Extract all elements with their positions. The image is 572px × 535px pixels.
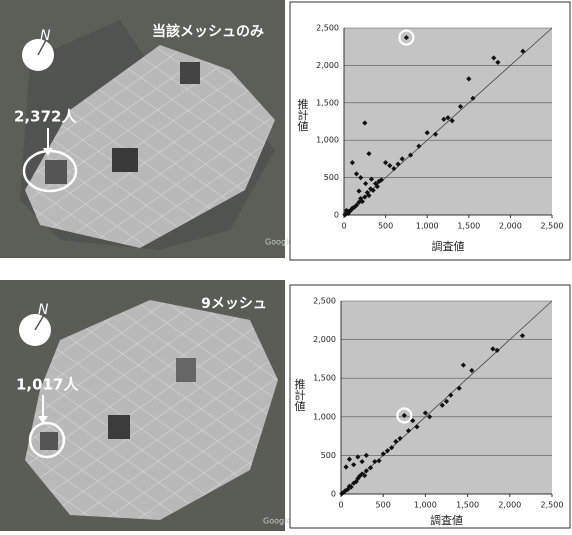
- mesh-bar: [40, 432, 58, 450]
- x-tick-label: 0: [338, 501, 343, 510]
- x-tick-label: 2,000: [499, 222, 522, 231]
- x-tick-label: 1,000: [416, 222, 439, 231]
- mesh-bar: [45, 160, 67, 184]
- x-axis-label: 調査値: [432, 239, 465, 253]
- map-panel: N 当該メッシュのみ 2,372人 Google: [0, 0, 293, 258]
- mesh-bar: [180, 62, 200, 84]
- mesh-bar: [112, 148, 138, 172]
- x-tick-label: 2,500: [541, 222, 564, 231]
- map-panel: N 9メッシュ 1,017人 Google: [0, 280, 291, 531]
- x-tick-label: 2,000: [498, 501, 521, 510]
- x-tick-label: 1,000: [414, 501, 437, 510]
- x-tick-label: 0: [341, 222, 346, 231]
- y-axis-label: 推計値: [293, 377, 306, 412]
- x-axis-label: 調査値: [430, 513, 463, 527]
- x-tick-label: 2,500: [541, 501, 564, 510]
- map-title: 当該メッシュのみ: [152, 23, 264, 40]
- callout: 2,372人: [14, 108, 77, 126]
- map-title: 9メッシュ: [201, 296, 267, 312]
- mesh-bar: [176, 358, 196, 382]
- y-tick-label: 2,500: [313, 297, 336, 306]
- north-label: N: [38, 302, 49, 318]
- y-tick-label: 1,000: [313, 412, 336, 421]
- y-tick-label: 2,000: [313, 335, 336, 344]
- y-tick-label: 0: [334, 211, 339, 220]
- y-tick-label: 1,500: [313, 374, 336, 383]
- x-tick-label: 1,500: [456, 501, 479, 510]
- map-credit: Google: [265, 238, 293, 247]
- mesh-bar: [108, 415, 130, 439]
- figure: N 当該メッシュのみ 2,372人 Google N 9メッシュ 1,017人 …: [0, 0, 572, 531]
- map-credit: Google: [263, 517, 291, 526]
- callout: 1,017人: [16, 376, 79, 394]
- y-tick-label: 2,500: [316, 24, 339, 33]
- north-label: N: [40, 28, 51, 44]
- y-tick-label: 500: [324, 173, 339, 182]
- x-tick-label: 1,500: [457, 222, 480, 231]
- x-tick-label: 500: [378, 222, 393, 231]
- y-tick-label: 1,500: [316, 98, 339, 107]
- y-axis-label: 推計値: [296, 97, 309, 132]
- y-tick-label: 0: [331, 490, 336, 499]
- y-tick-label: 2,000: [316, 61, 339, 70]
- y-tick-label: 1,000: [316, 136, 339, 145]
- y-tick-label: 500: [321, 451, 336, 460]
- x-tick-label: 500: [376, 501, 391, 510]
